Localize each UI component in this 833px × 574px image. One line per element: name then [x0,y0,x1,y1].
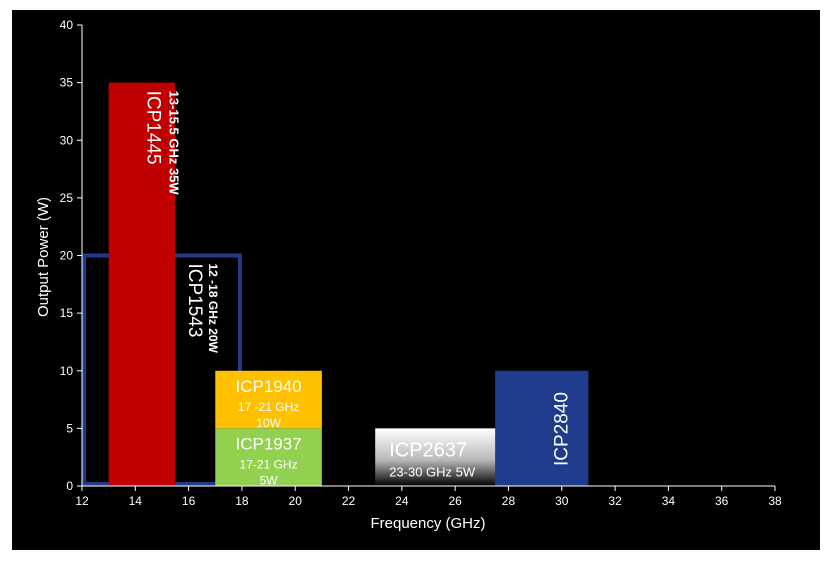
x-tick-label: 38 [768,494,782,508]
x-tick-label: 14 [129,494,143,508]
x-tick-label: 34 [662,494,676,508]
label-icp1543-spec: 12 -18 GHz 20W [206,264,220,354]
bar-icp1940 [215,370,322,429]
y-tick-label: 35 [60,76,74,90]
label-icp1940-spec: 17 -21 GHz [238,400,299,414]
y-tick-label: 15 [60,306,74,320]
x-tick-label: 30 [555,494,569,508]
x-tick-label: 36 [715,494,729,508]
y-tick-label: 0 [66,479,73,493]
x-tick-label: 22 [342,494,356,508]
label-icp1937-name: ICP1937 [235,434,301,453]
label-group-icp1543: ICP1543 12 -18 GHz 20W [184,264,220,354]
label-icp1445-spec: 13-15.5 GHz 35W [167,91,182,196]
label-icp2637-name: ICP2637 [389,439,467,461]
label-icp1940-name: ICP1940 [235,377,301,396]
x-tick-label: 24 [395,494,409,508]
y-axis-title: Output Power (W) [35,197,52,317]
x-tick-label: 28 [502,494,516,508]
bar-icp1445 [108,82,176,486]
y-tick-label: 25 [60,191,74,205]
x-tick-label: 16 [182,494,196,508]
label-group-icp1445: ICP1445 13-15.5 GHz 35W [143,91,182,196]
label-icp2637-spec: 23-30 GHz 5W [389,464,476,479]
y-tick-label: 20 [60,249,74,263]
x-tick-label: 12 [75,494,89,508]
label-icp2840-name: ICP2840 [551,392,572,466]
bars-layer [82,82,589,486]
bar-icp1937 [215,428,322,486]
y-tick-label: 10 [60,364,74,378]
label-icp1937-power: 5W [260,473,279,487]
label-icp1445-name: ICP1445 [143,91,164,165]
y-tick-label: 5 [66,421,73,435]
bar-icp2840 [495,370,589,486]
bar-labels-layer: ICP1543 12 -18 GHz 20W ICP1445 13-15.5 GHz … [143,91,573,488]
y-tick-label: 30 [60,133,74,147]
x-tick-label: 32 [608,494,622,508]
label-icp1543-name: ICP1543 [184,264,205,338]
x-tick-label: 20 [289,494,303,508]
x-tick-label: 26 [448,494,462,508]
label-group-icp2840: ICP2840 [551,392,572,466]
label-icp1940-power: 10W [256,416,281,430]
label-icp1937-spec: 17-21 GHz [240,457,298,471]
y-tick-label: 40 [60,18,74,32]
x-axis-title: Frequency (GHz) [370,515,485,532]
axes-layer: 0 5 10 15 20 25 30 35 40 12 14 16 18 20 22 24 26 28 30 32 34… [60,18,782,508]
x-tick-label: 18 [235,494,249,508]
